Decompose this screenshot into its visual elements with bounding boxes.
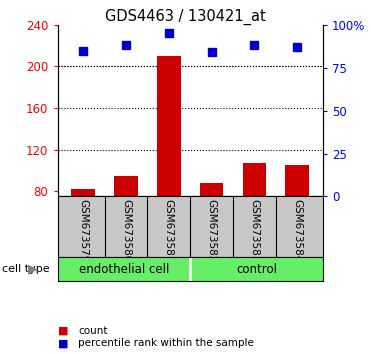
Bar — [71, 189, 95, 196]
Text: GSM673583: GSM673583 — [249, 199, 259, 263]
Text: GSM673584: GSM673584 — [292, 199, 302, 263]
Text: GSM673581: GSM673581 — [164, 199, 174, 263]
Text: ■: ■ — [58, 338, 68, 348]
Bar — [157, 56, 181, 196]
Text: count: count — [78, 326, 108, 336]
Text: ■: ■ — [58, 326, 68, 336]
Text: GDS4463 / 130421_at: GDS4463 / 130421_at — [105, 9, 266, 25]
Text: ▶: ▶ — [28, 263, 37, 275]
Bar — [200, 183, 223, 196]
Text: GSM673580: GSM673580 — [121, 199, 131, 263]
Bar — [114, 176, 138, 196]
Text: percentile rank within the sample: percentile rank within the sample — [78, 338, 254, 348]
Text: cell type: cell type — [2, 264, 49, 274]
Text: control: control — [236, 263, 277, 275]
Bar — [285, 165, 309, 196]
Text: GSM673579: GSM673579 — [78, 199, 88, 263]
Text: GSM673582: GSM673582 — [207, 199, 217, 263]
Text: endothelial cell: endothelial cell — [79, 263, 169, 275]
Bar — [243, 163, 266, 196]
